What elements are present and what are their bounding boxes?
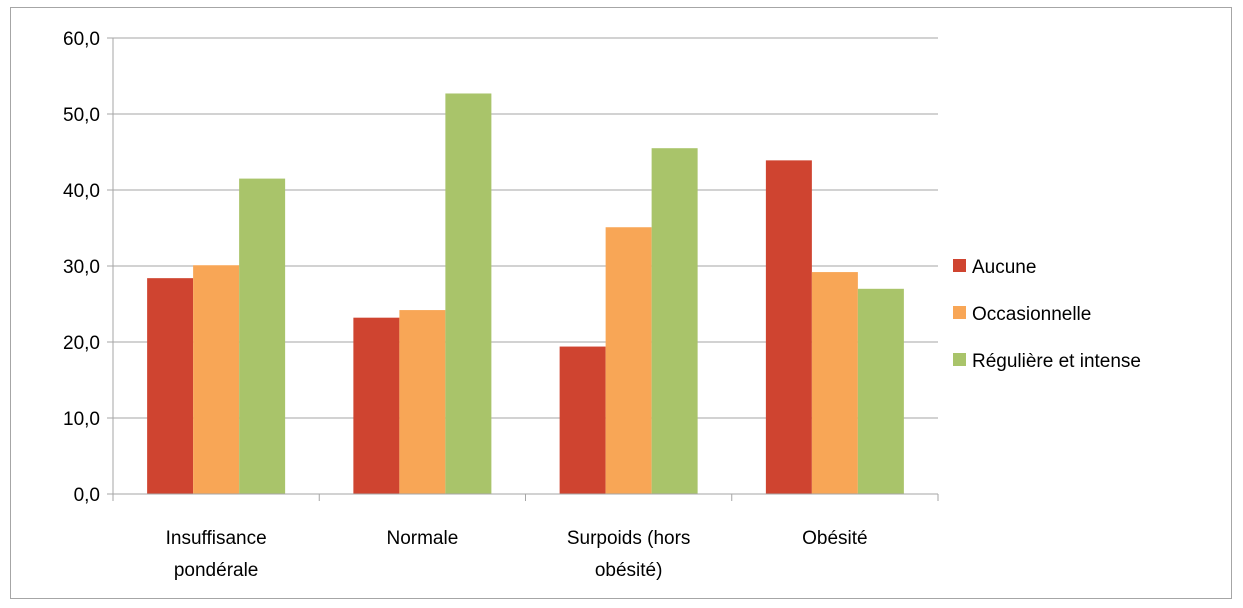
bar <box>445 93 492 494</box>
y-tick-label: 50,0 <box>63 105 100 126</box>
legend-swatch <box>953 259 966 272</box>
legend-label: Régulière et intense <box>972 351 1141 372</box>
bar <box>605 227 652 495</box>
bar <box>857 288 904 494</box>
bar <box>399 310 446 494</box>
bar <box>651 148 698 494</box>
legend-label: Occasionnelle <box>972 304 1091 325</box>
y-tick-label: 30,0 <box>63 257 100 278</box>
x-tick-label: Obésité <box>802 528 867 549</box>
legend-label: Aucune <box>972 257 1036 278</box>
bar <box>193 265 240 494</box>
y-tick-label: 10,0 <box>63 409 100 430</box>
bar <box>147 278 194 494</box>
bar <box>239 178 286 494</box>
y-tick-label: 40,0 <box>63 181 100 202</box>
bar <box>353 317 400 494</box>
bar <box>765 160 812 495</box>
y-tick-label: 20,0 <box>63 333 100 354</box>
bar <box>559 346 606 494</box>
y-tick-label: 0,0 <box>74 485 100 506</box>
bar <box>811 272 858 494</box>
legend-swatch <box>953 353 966 366</box>
chart-frame <box>10 7 1232 599</box>
legend-swatch <box>953 306 966 319</box>
y-tick-label: 60,0 <box>63 29 100 50</box>
x-tick-label: Insuffisance pondérale <box>166 528 267 581</box>
x-tick-label: Normale <box>386 528 458 549</box>
x-tick-label: Surpoids (hors obésité) <box>567 528 691 581</box>
